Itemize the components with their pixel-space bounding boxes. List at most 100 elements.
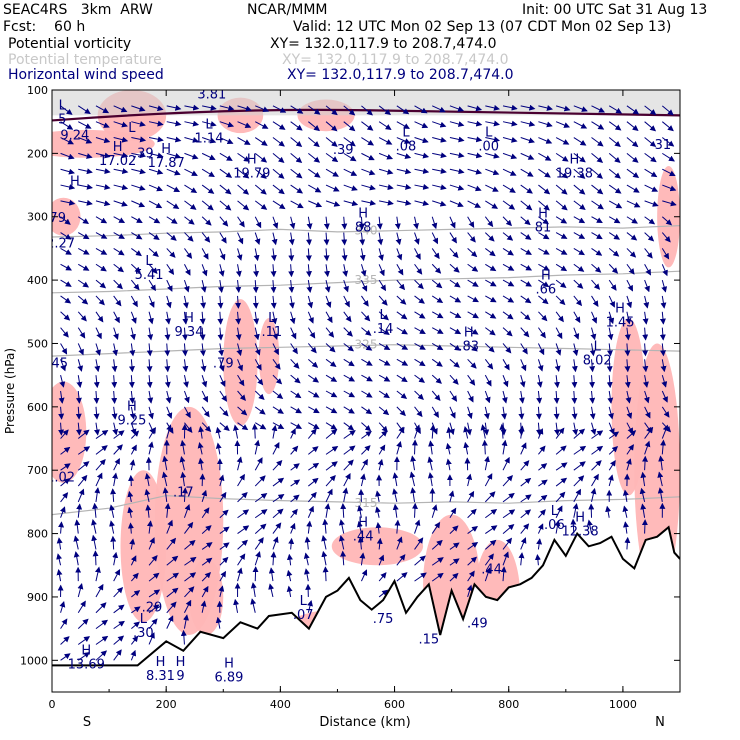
wind-vector: [661, 121, 674, 132]
wind-vector: [131, 606, 141, 614]
wind-vector: [626, 248, 637, 258]
wind-vector: [308, 152, 321, 163]
wind-vector: [644, 152, 657, 163]
wind-vector: [78, 199, 93, 206]
wind-vector: [640, 503, 647, 518]
extremum-value: 9.34: [175, 325, 204, 340]
wind-vector: [414, 200, 430, 207]
wind-vector: [658, 455, 665, 471]
wind-vector: [166, 136, 182, 143]
wind-vector: [286, 585, 293, 598]
wind-vector: [60, 152, 75, 160]
wind-vector: [361, 343, 373, 351]
wind-vector: [555, 105, 571, 112]
wind-vector: [378, 343, 391, 351]
wind-vector: [184, 599, 192, 614]
wind-vector: [427, 472, 434, 487]
wind-vector: [219, 168, 233, 178]
wind-vector: [485, 295, 497, 303]
wind-vector: [235, 295, 242, 309]
wind-vector: [218, 343, 225, 357]
wind-vector: [78, 232, 90, 240]
wind-vector: [131, 184, 146, 191]
wind-vector: [484, 553, 494, 566]
wind-vector: [308, 422, 320, 430]
wind-vector: [660, 439, 667, 455]
wind-vector: [361, 105, 373, 116]
wind-vector: [361, 168, 376, 176]
wind-vector: [538, 279, 550, 288]
wind-vector: [361, 199, 377, 206]
wind-vector: [502, 279, 515, 287]
wind-vector: [591, 168, 603, 179]
wind-vector: [325, 121, 338, 132]
wind-vector: [449, 390, 458, 402]
wind-vector: [520, 311, 531, 321]
wind-vector: [659, 327, 666, 341]
wind-vector: [467, 374, 476, 386]
wind-vector: [467, 152, 483, 159]
wind-vector: [272, 216, 279, 229]
wind-vector: [219, 248, 226, 261]
wind-vector: [272, 359, 281, 370]
wind-vector: [253, 311, 260, 325]
wind-vector: [271, 424, 278, 439]
wind-vector: [591, 152, 604, 163]
wind-vector: [60, 478, 70, 487]
wind-vector: [131, 105, 146, 112]
wind-vector: [325, 343, 336, 353]
wind-vector: [377, 232, 384, 246]
wind-vector: [165, 311, 171, 325]
wind-vector: [501, 406, 508, 420]
wind-vector: [573, 263, 585, 272]
wind-vector: [538, 494, 548, 503]
wind-vector: [410, 455, 417, 471]
wind-vector: [254, 422, 267, 430]
wind-vector: [449, 358, 460, 368]
wind-vector: [520, 120, 536, 127]
wind-vector: [520, 509, 532, 519]
wind-vector: [184, 586, 195, 598]
wind-vector: [75, 406, 82, 420]
wind-vector: [272, 522, 282, 534]
wind-vector: [661, 105, 674, 116]
wind-vector: [219, 422, 230, 432]
wind-vector: [343, 343, 354, 352]
wind-vector: [361, 184, 376, 191]
wind-vector: [131, 263, 141, 274]
wind-vector: [485, 168, 500, 176]
wind-vector: [129, 459, 136, 471]
wind-vector: [109, 504, 115, 518]
wind-vector: [233, 424, 239, 439]
wind-vector: [95, 295, 105, 306]
wind-vector: [502, 216, 512, 227]
wind-vector: [272, 422, 285, 429]
wind-vector: [538, 327, 546, 339]
wind-vector: [467, 542, 479, 550]
wind-vector: [608, 232, 621, 240]
wind-vector: [449, 105, 465, 112]
wind-vector: [95, 635, 109, 645]
wind-vector: [642, 455, 649, 471]
wind-vector: [377, 458, 384, 471]
wind-vector: [502, 537, 513, 550]
wind-vector: [414, 279, 424, 290]
wind-vector: [378, 444, 386, 455]
wind-vector: [181, 487, 188, 502]
wind-vector: [414, 105, 428, 114]
wind-vector: [431, 295, 444, 304]
terrain-line: [52, 525, 680, 667]
extremum-value: .07: [293, 608, 314, 623]
extremum-marker: H: [161, 142, 171, 157]
wind-vector: [520, 200, 533, 211]
wind-vector: [360, 279, 368, 292]
wind-vector: [254, 457, 263, 471]
wind-vector: [644, 279, 650, 293]
wind-vector: [520, 104, 536, 111]
wind-vector: [573, 168, 586, 179]
wind-vector: [60, 446, 71, 455]
wind-vector: [501, 439, 508, 455]
extremum-marker: L: [140, 612, 148, 627]
wind-vector: [607, 390, 614, 404]
